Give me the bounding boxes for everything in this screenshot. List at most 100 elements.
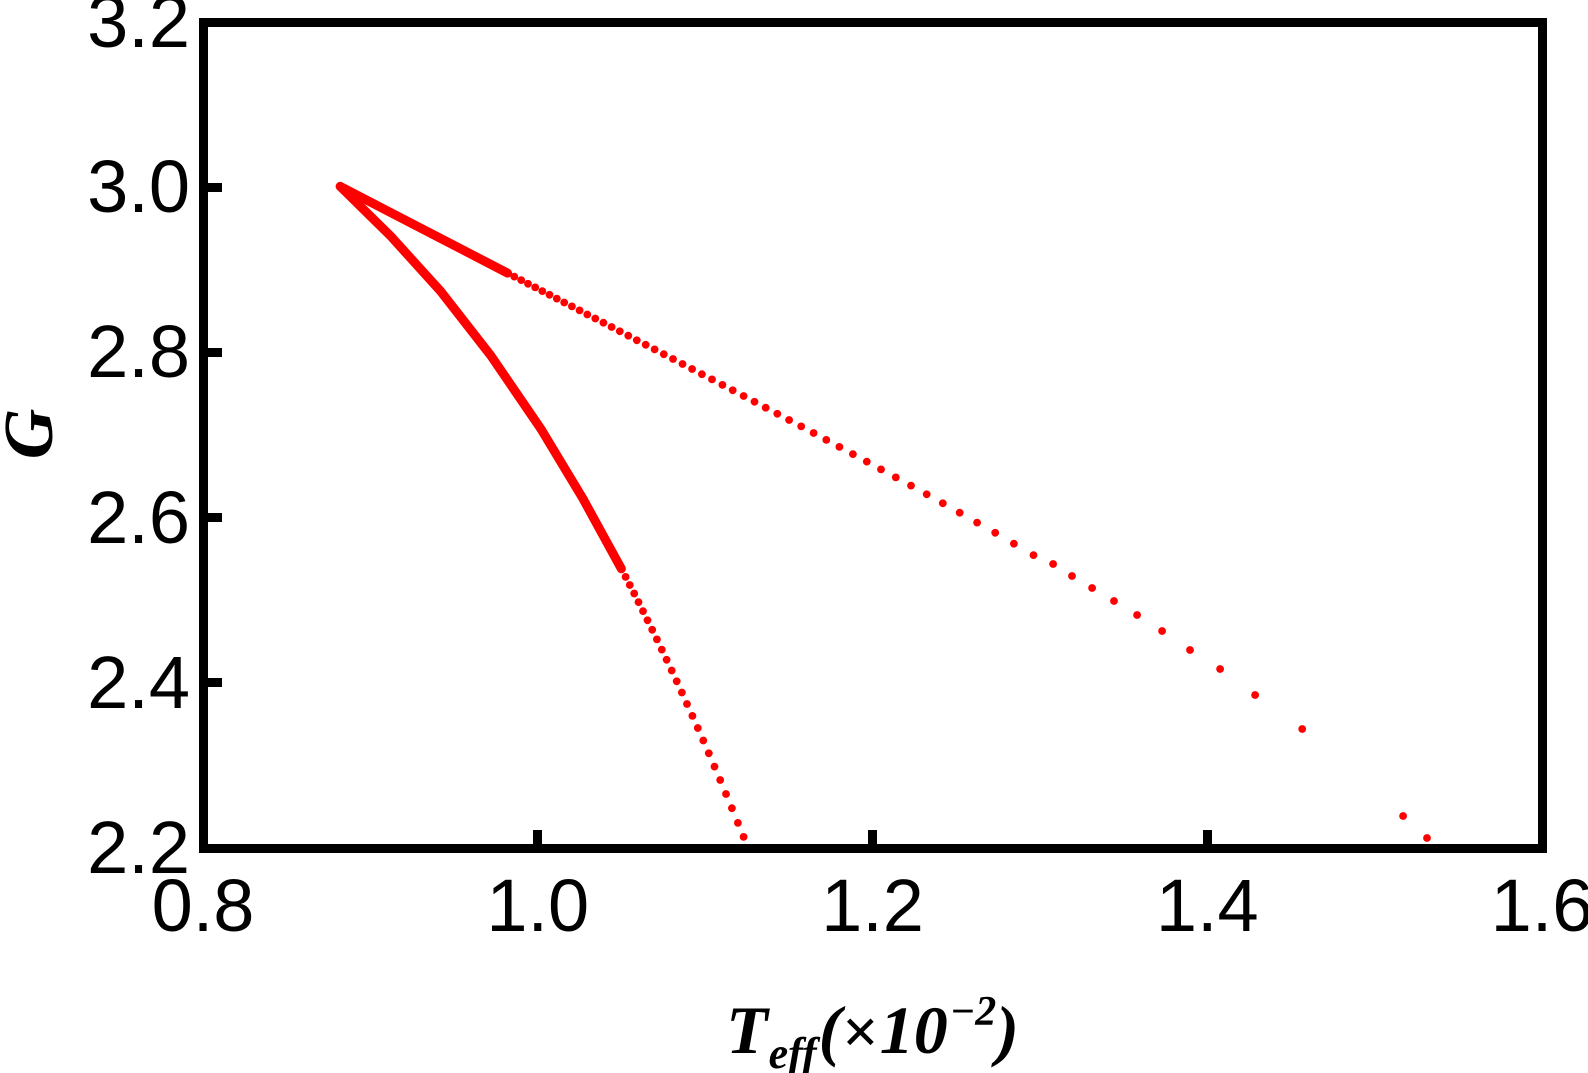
lower-branch-point bbox=[683, 700, 691, 708]
y-tick-label: 2.2 bbox=[87, 806, 190, 889]
upper-branch-point bbox=[728, 386, 737, 395]
x-tick-label: 0.8 bbox=[151, 864, 255, 947]
lower-branch-point bbox=[625, 581, 634, 589]
upper-branch-point bbox=[615, 327, 624, 336]
upper-branch-point bbox=[641, 340, 650, 349]
upper-branch-point bbox=[1298, 725, 1307, 733]
upper-branch-point bbox=[718, 381, 727, 389]
upper-branch-point bbox=[560, 298, 569, 307]
lower-branch-point bbox=[672, 677, 681, 686]
upper-branch-point bbox=[669, 355, 677, 363]
upper-branch-point bbox=[862, 457, 871, 466]
upper-branch-point bbox=[552, 294, 561, 303]
lower-branch-point bbox=[678, 688, 686, 697]
upper-branch-point bbox=[922, 490, 931, 499]
upper-branch-point bbox=[591, 314, 600, 323]
lower-branch-dense-curve bbox=[335, 181, 626, 574]
x-title-close-paren: ) bbox=[996, 992, 1019, 1068]
x-tick-mark bbox=[533, 829, 543, 844]
upper-branch-point bbox=[1010, 539, 1018, 548]
upper-branch-point bbox=[650, 345, 659, 354]
lower-branch-point bbox=[739, 833, 748, 841]
lower-branch-point bbox=[699, 736, 708, 745]
lower-branch-point bbox=[621, 573, 630, 581]
x-title-exponent: −2 bbox=[949, 989, 997, 1035]
upper-branch-point bbox=[599, 318, 608, 327]
upper-branch-point bbox=[1399, 812, 1407, 820]
upper-branch-point bbox=[524, 279, 532, 288]
x-tick-label: 1.0 bbox=[486, 864, 590, 947]
upper-branch-point bbox=[545, 290, 554, 299]
upper-branch-point bbox=[698, 370, 706, 379]
x-tick-label: 1.6 bbox=[1490, 864, 1588, 947]
upper-branch-point bbox=[785, 416, 793, 424]
upper-branch-point bbox=[607, 323, 616, 331]
upper-branch-point bbox=[1251, 691, 1259, 699]
upper-branch-point bbox=[678, 360, 687, 368]
upper-branch-point bbox=[632, 336, 641, 345]
y-tick-mark bbox=[207, 513, 222, 523]
lower-branch-point bbox=[657, 645, 666, 654]
lower-branch-point bbox=[716, 776, 725, 784]
lower-branch-point bbox=[648, 625, 657, 634]
x-axis-title: Teff(×10−2) bbox=[203, 991, 1542, 1073]
upper-branch-point bbox=[822, 436, 831, 444]
upper-branch-point bbox=[809, 429, 818, 437]
lower-branch-point bbox=[704, 749, 713, 758]
lower-branch-point bbox=[734, 819, 742, 827]
upper-branch-point bbox=[1088, 584, 1096, 592]
upper-branch-point bbox=[1110, 597, 1118, 605]
upper-branch-point bbox=[938, 499, 947, 508]
upper-branch-point bbox=[503, 269, 512, 277]
lower-branch-point bbox=[617, 564, 626, 573]
upper-branch-point bbox=[568, 302, 576, 311]
y-tick-mark bbox=[207, 347, 222, 357]
x-title-symbol: T bbox=[726, 992, 768, 1068]
lower-branch-point bbox=[643, 616, 652, 625]
lower-branch-point bbox=[722, 790, 730, 798]
upper-branch-point bbox=[877, 465, 885, 474]
upper-branch-point bbox=[1216, 665, 1224, 673]
upper-branch-point bbox=[973, 518, 981, 527]
x-tick-label: 1.4 bbox=[1155, 864, 1259, 947]
x-tick-mark bbox=[1202, 829, 1212, 844]
upper-branch-point bbox=[907, 481, 915, 490]
y-tick-mark bbox=[207, 182, 222, 192]
upper-branch-point bbox=[583, 310, 592, 319]
plot-frame bbox=[198, 17, 1547, 853]
upper-branch-point bbox=[1158, 627, 1166, 635]
upper-branch-point bbox=[773, 409, 782, 418]
upper-branch-point bbox=[797, 422, 806, 431]
x-title-subscript: eff bbox=[768, 1029, 817, 1073]
upper-branch-point bbox=[688, 365, 696, 373]
lower-branch-point bbox=[667, 666, 676, 675]
y-tick-mark bbox=[207, 678, 222, 688]
upper-branch-point bbox=[708, 375, 716, 384]
x-tick-label: 1.2 bbox=[821, 864, 924, 947]
lower-branch-point bbox=[710, 762, 719, 771]
upper-branch-point bbox=[538, 287, 547, 295]
upper-branch-point bbox=[659, 350, 668, 359]
upper-branch-point bbox=[750, 397, 759, 406]
lower-branch-point bbox=[630, 589, 639, 598]
lower-branch-point bbox=[653, 635, 661, 644]
y-title-text: G bbox=[0, 409, 68, 460]
upper-branch-point bbox=[510, 272, 519, 281]
upper-branch-point bbox=[517, 276, 526, 284]
upper-branch-point bbox=[955, 508, 964, 517]
x-title-open-paren: ( bbox=[818, 992, 842, 1068]
y-tick-label: 2.8 bbox=[87, 310, 190, 394]
upper-branch-point bbox=[624, 331, 633, 340]
upper-branch-dense-curve bbox=[335, 181, 513, 278]
upper-branch-point bbox=[1029, 551, 1038, 559]
lower-branch-point bbox=[693, 724, 702, 732]
y-tick-label: 2.6 bbox=[87, 475, 190, 559]
upper-branch-point bbox=[1133, 611, 1141, 619]
upper-branch-point bbox=[849, 450, 857, 458]
x-tick-mark bbox=[868, 829, 877, 844]
upper-branch-point bbox=[1186, 646, 1194, 654]
y-tick-label: 3.2 bbox=[87, 0, 190, 63]
upper-branch-point bbox=[1423, 834, 1431, 842]
upper-branch-point bbox=[991, 528, 1000, 537]
